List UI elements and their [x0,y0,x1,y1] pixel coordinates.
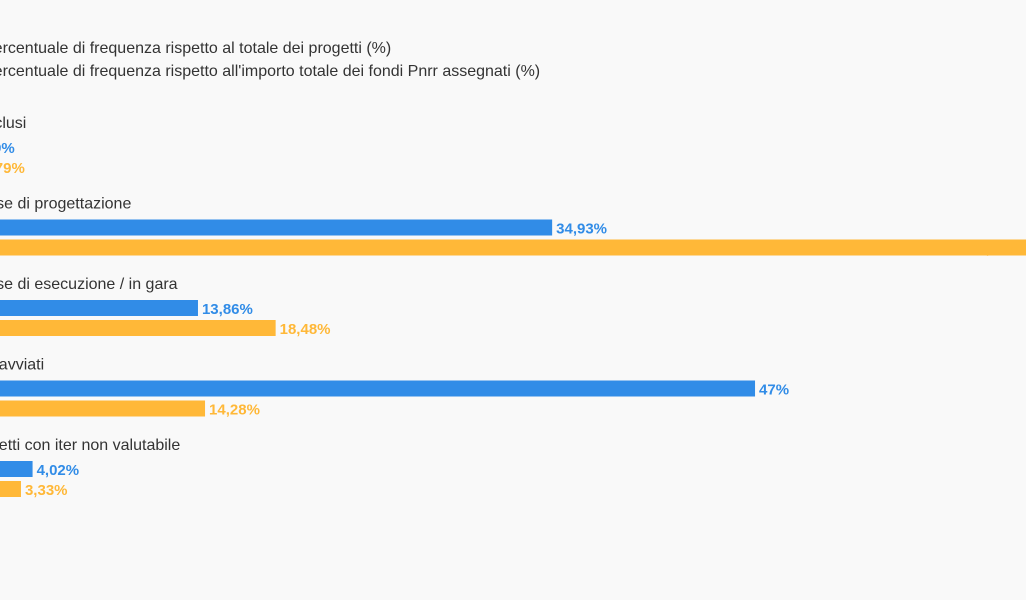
legend-label-series-2: Percentuale di frequenza rispetto all'im… [0,63,541,80]
value-label-series-2: 63,12% [969,241,1020,258]
bar-series-1[interactable] [0,300,198,316]
value-label-series-2: 3,33% [25,482,68,499]
value-label-series-2: 18,48% [280,321,331,338]
value-label-series-1: 0,19% [0,140,15,157]
legend-label-series-1: Percentuale di frequenza rispetto al tot… [0,40,392,57]
value-label-series-1: 34,93% [556,221,607,238]
category-label: In fase di esecuzione / in gara [0,276,178,293]
category-label: Conclusi [0,115,26,132]
bar-series-1[interactable] [0,380,756,397]
category-label: Non avviati [0,357,44,374]
bar-series-1[interactable] [0,461,33,477]
category-group: In fase di progettazione 34,93% 63,12% [0,196,1026,258]
value-label-series-1: 4,02% [37,462,80,479]
bar-series-2[interactable] [0,239,1026,256]
value-label-series-1: 13,86% [202,301,253,318]
bar-series-2[interactable] [0,400,206,417]
value-label-series-2: 14,28% [209,402,260,419]
bar-series-2[interactable] [0,320,276,336]
category-group: Progetti con iter non valutabile 4,02% 3,3… [0,437,180,499]
category-group: Conclusi 0,19% 0,79% [0,115,26,177]
category-label: Progetti con iter non valutabile [0,437,180,454]
category-group: In fase di esecuzione / in gara 13,86% 18,… [0,276,331,338]
bar-series-2[interactable] [0,481,21,497]
value-label-series-2: 0,79% [0,160,25,177]
category-group: Non avviati 47% 14,28% [0,357,789,419]
bar-series-1[interactable] [0,219,553,236]
chart-legend: Percentuale di frequenza rispetto al tot… [0,37,540,83]
value-label-series-1: 47% [759,382,789,399]
category-label: In fase di progettazione [0,196,131,213]
legend-item-series-1[interactable]: Percentuale di frequenza rispetto al tot… [0,37,540,60]
legend-item-series-2[interactable]: Percentuale di frequenza rispetto all'im… [0,60,540,83]
